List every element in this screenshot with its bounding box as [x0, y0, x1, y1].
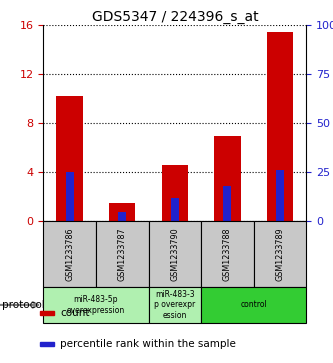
Text: count: count [60, 308, 90, 318]
Text: miR-483-5p
overexpression: miR-483-5p overexpression [67, 295, 125, 315]
FancyBboxPatch shape [201, 221, 254, 287]
Text: control: control [240, 301, 267, 309]
Bar [40, 311, 54, 315]
Text: protocol: protocol [2, 300, 44, 310]
Text: miR-483-3
p overexpr
ession: miR-483-3 p overexpr ession [154, 290, 195, 320]
Bar [40, 342, 54, 346]
Bar [214, 136, 240, 221]
Bar [267, 32, 293, 221]
Text: GSM1233787: GSM1233787 [118, 227, 127, 281]
Text: GSM1233789: GSM1233789 [275, 227, 285, 281]
FancyBboxPatch shape [254, 221, 306, 287]
Bar [57, 97, 83, 221]
Bar [276, 171, 284, 221]
Bar [223, 186, 231, 221]
Title: GDS5347 / 224396_s_at: GDS5347 / 224396_s_at [92, 11, 258, 24]
FancyBboxPatch shape [149, 287, 201, 323]
FancyBboxPatch shape [149, 221, 201, 287]
FancyBboxPatch shape [201, 287, 306, 323]
Bar [118, 212, 126, 221]
Bar [66, 172, 74, 221]
FancyBboxPatch shape [43, 287, 149, 323]
Bar [171, 198, 179, 221]
Bar [162, 165, 188, 221]
Text: GSM1233788: GSM1233788 [223, 227, 232, 281]
Bar [109, 203, 135, 221]
FancyBboxPatch shape [96, 221, 149, 287]
Text: percentile rank within the sample: percentile rank within the sample [60, 339, 236, 349]
FancyBboxPatch shape [43, 221, 96, 287]
Text: GSM1233790: GSM1233790 [170, 227, 179, 281]
Text: GSM1233786: GSM1233786 [65, 227, 74, 281]
